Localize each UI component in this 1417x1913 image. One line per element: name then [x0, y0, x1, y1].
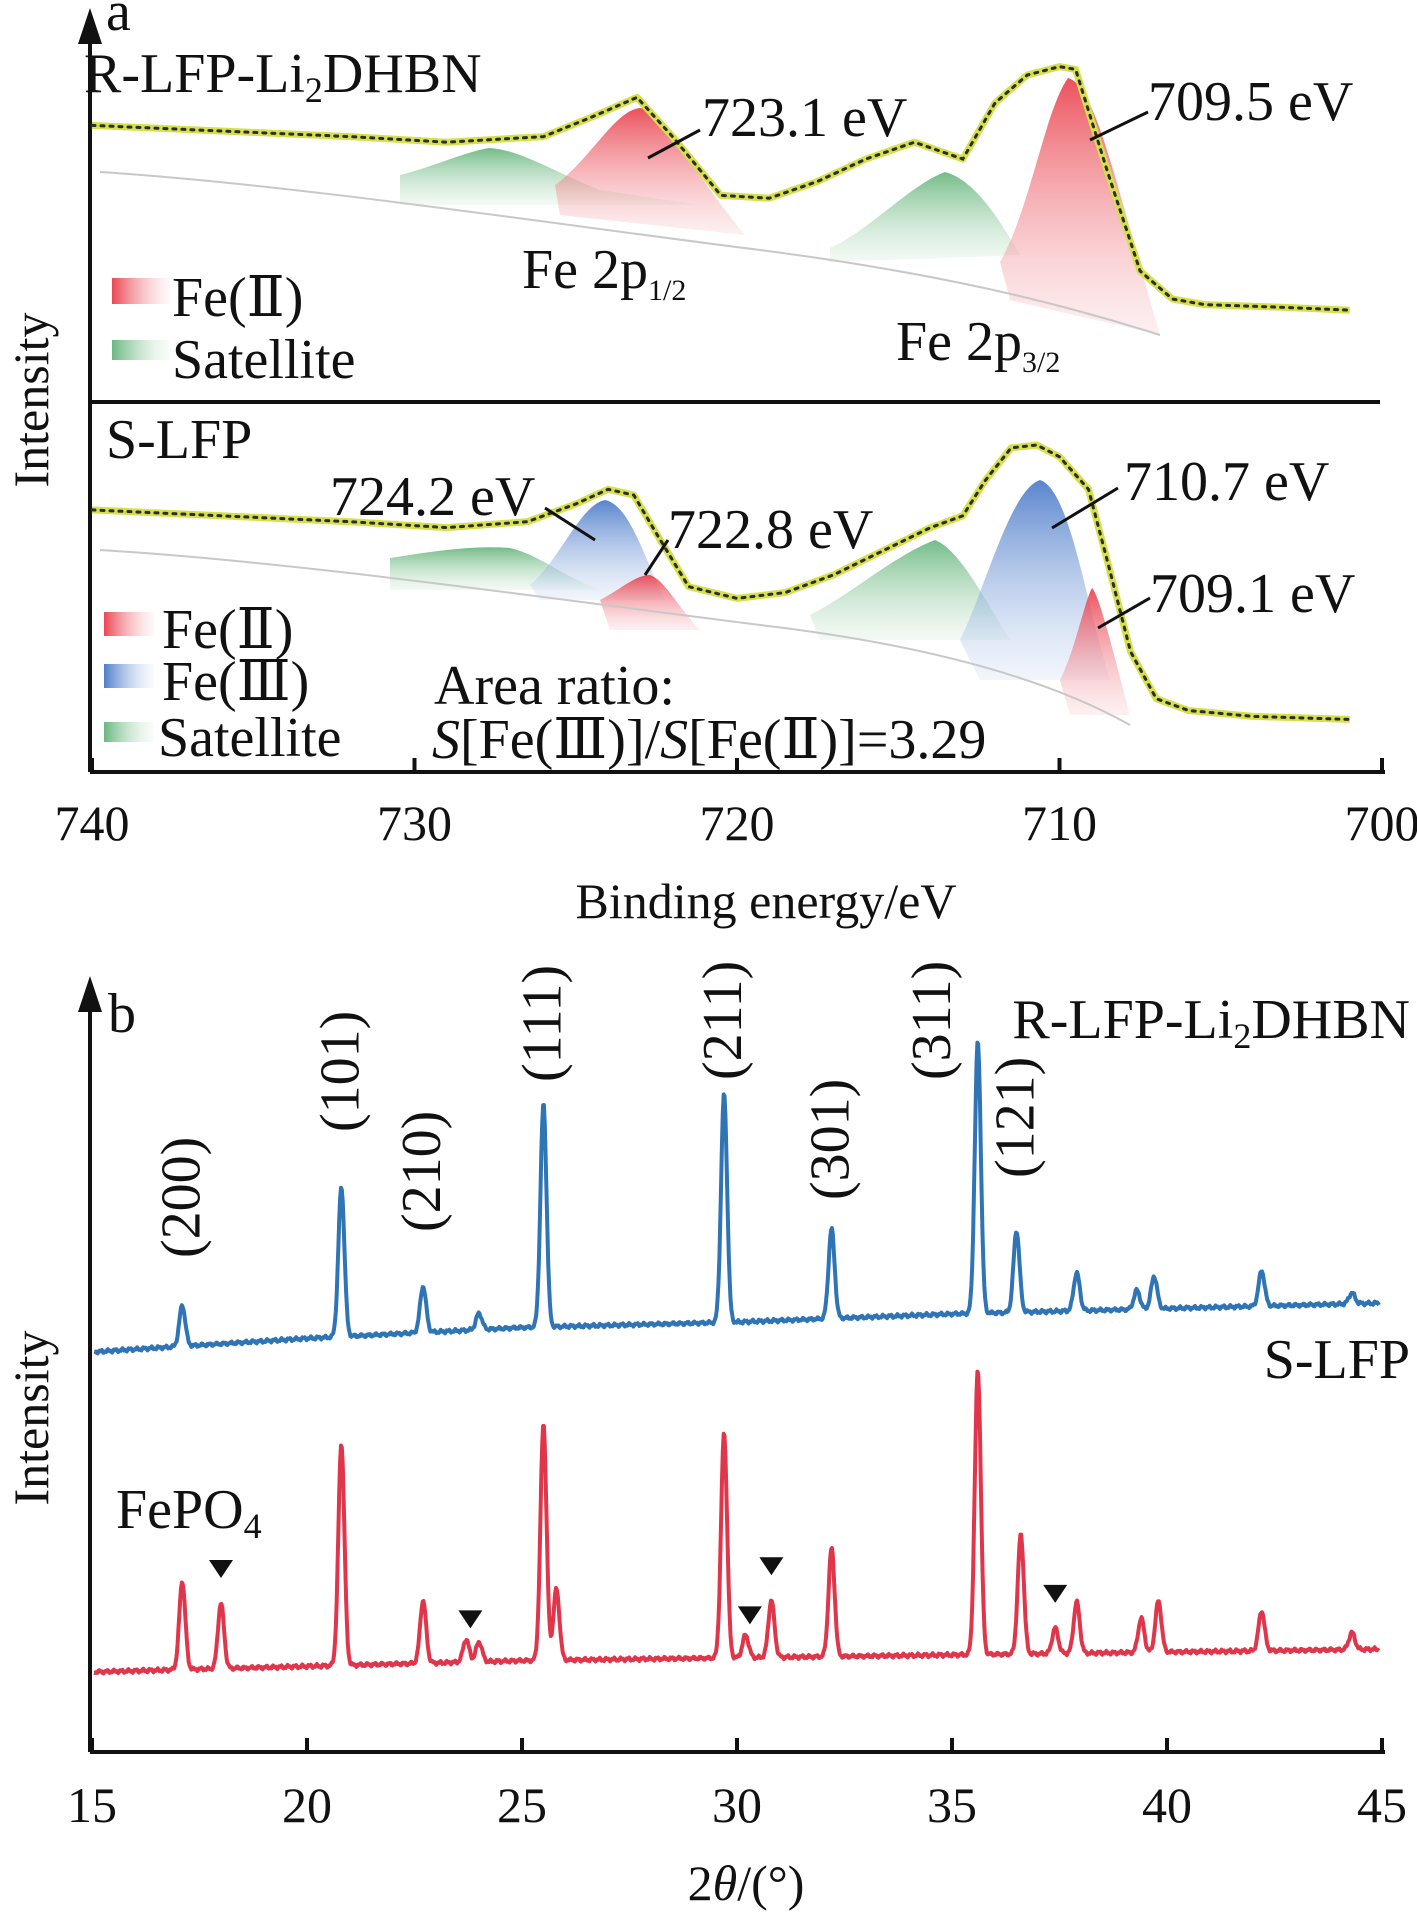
panel-a-series1-name: R-LFP-Li2DHBN — [84, 43, 482, 110]
a2-annotation-724: 724.2 eV — [330, 466, 535, 528]
legend2-swatch-satellite — [104, 722, 154, 742]
a1-fe2-2p32-peak — [1000, 78, 1160, 335]
a2-leader-722 — [643, 539, 670, 576]
legend-label-satellite: Satellite — [172, 329, 356, 391]
legend2-label-fe2: Fe(Ⅱ) — [162, 599, 293, 661]
hkl-label: (211) — [692, 961, 754, 1080]
a1-leader-709 — [1089, 110, 1149, 142]
panel-a-series2-points — [90, 443, 1352, 721]
a-tick-label: 740 — [55, 795, 130, 851]
legend2-label-fe3: Fe(Ⅲ) — [162, 651, 309, 713]
panel-a-series2-components — [99, 480, 1131, 726]
a-tick-label: 720 — [700, 795, 775, 851]
impurity-marker — [759, 1557, 784, 1576]
a2-fe2-2p12-peak — [600, 575, 700, 630]
a1-annotation-723: 723.1 eV — [702, 87, 907, 149]
legend2-label-satellite: Satellite — [158, 707, 342, 769]
b-tick-label: 40 — [1142, 1777, 1192, 1833]
hkl-label: (311) — [901, 961, 963, 1080]
panel-b-x-ticks: 15 20 25 30 35 40 45 — [67, 1738, 1407, 1833]
a2-leader-724 — [544, 506, 596, 542]
panel-a-x-ticks: 740 730 720 710 700 — [55, 758, 1417, 851]
impurity-marker — [458, 1610, 483, 1629]
impurity-marker — [1043, 1584, 1068, 1603]
hkl-label: (210) — [391, 1111, 453, 1232]
panel-b-series1-line — [93, 1040, 1381, 1356]
legend-label-fe2: Fe(Ⅱ) — [172, 267, 303, 329]
a1-satellite-peak-2 — [830, 172, 1020, 262]
panel-b-series2-line — [93, 1369, 1381, 1676]
area-ratio-title: Area ratio: — [434, 655, 675, 717]
a1-region-2p32: Fe 2p3/2 — [896, 311, 1060, 379]
impurity-label: FePO4 — [116, 1479, 262, 1546]
a1-region-2p12: Fe 2p1/2 — [522, 239, 686, 307]
a1-fe2-2p12-peak — [555, 108, 745, 235]
a2-annotation-722: 722.8 eV — [668, 499, 873, 561]
panel-a: a 740 730 720 710 700 Binding energy/eV Inte… — [3, 0, 1417, 929]
hkl-label: (200) — [150, 1137, 212, 1258]
a2-leader-710 — [1051, 486, 1119, 530]
b-tick-label: 25 — [497, 1777, 547, 1833]
impurity-marker — [209, 1560, 233, 1579]
legend-swatch-satellite — [112, 340, 170, 360]
a2-annotation-710: 710.7 eV — [1124, 451, 1329, 513]
hkl-labels: (200) (101) (210) (111) (211) (301) (311) (121) — [150, 961, 1046, 1258]
hkl-label: (121) — [985, 1057, 1047, 1178]
panel-b-series2-name: S-LFP — [1264, 1329, 1410, 1391]
b-tick-label: 45 — [1357, 1777, 1407, 1833]
a-tick-label: 710 — [1022, 795, 1097, 851]
impurity-markers — [209, 1557, 1068, 1629]
hkl-label: (301) — [800, 1079, 862, 1200]
hkl-label: (111) — [512, 965, 574, 1082]
panel-a-letter: a — [106, 0, 131, 43]
a2-background — [99, 549, 1131, 726]
legend2-swatch-fe3 — [104, 664, 154, 688]
a2-fe3-2p12-peak — [530, 500, 665, 600]
area-ratio-formula: S[Fe(Ⅲ)]/S[Fe(Ⅱ)]=3.29 — [432, 709, 986, 771]
b-tick-label: 15 — [67, 1777, 117, 1833]
b-tick-label: 30 — [712, 1777, 762, 1833]
a2-annotation-709: 709.1 eV — [1150, 563, 1355, 625]
a1-annotation-709: 709.5 eV — [1148, 71, 1353, 133]
legend-swatch-fe2 — [112, 278, 170, 304]
panel-a-legend-2: Fe(Ⅱ) Fe(Ⅲ) Satellite — [104, 599, 342, 769]
a-tick-label: 730 — [377, 795, 452, 851]
panel-b-y-label: Intensity — [3, 1331, 59, 1506]
impurity-marker — [737, 1606, 762, 1625]
a2-fe2-2p32-peak — [1060, 588, 1130, 715]
panel-a-series1-points — [90, 65, 1352, 312]
panel-b-x-label: 2θ/(°) — [688, 1855, 805, 1911]
panel-a-x-label: Binding energy/eV — [576, 873, 957, 929]
a2-satellite-peak-2 — [810, 540, 1010, 640]
panel-a-legend-1: Fe(Ⅱ) Satellite — [112, 267, 356, 391]
a1-leader-723 — [647, 128, 701, 160]
panel-b-y-axis-arrow — [78, 976, 102, 1012]
panel-b-letter: b — [108, 983, 136, 1045]
b-tick-label: 35 — [927, 1777, 977, 1833]
b-tick-label: 20 — [282, 1777, 332, 1833]
a-tick-label: 700 — [1345, 795, 1417, 851]
hkl-label: (101) — [309, 1011, 371, 1132]
panel-a-series1-components — [99, 78, 1161, 336]
panel-a-y-label: Intensity — [3, 313, 59, 488]
a2-fe3-2p32-peak — [960, 480, 1110, 680]
panel-b: b 15 20 25 30 35 40 45 2θ/(°) Intensity R-LFP-… — [3, 961, 1410, 1911]
legend2-swatch-fe2 — [104, 612, 154, 636]
panel-a-y-axis-arrow — [78, 8, 102, 44]
a1-background — [99, 171, 1161, 336]
a2-leader-709 — [1097, 596, 1151, 630]
panel-b-series1-name: R-LFP-Li2DHBN — [1012, 989, 1410, 1056]
a1-satellite-peak — [400, 148, 700, 205]
panel-a-series2-name: S-LFP — [106, 409, 252, 471]
